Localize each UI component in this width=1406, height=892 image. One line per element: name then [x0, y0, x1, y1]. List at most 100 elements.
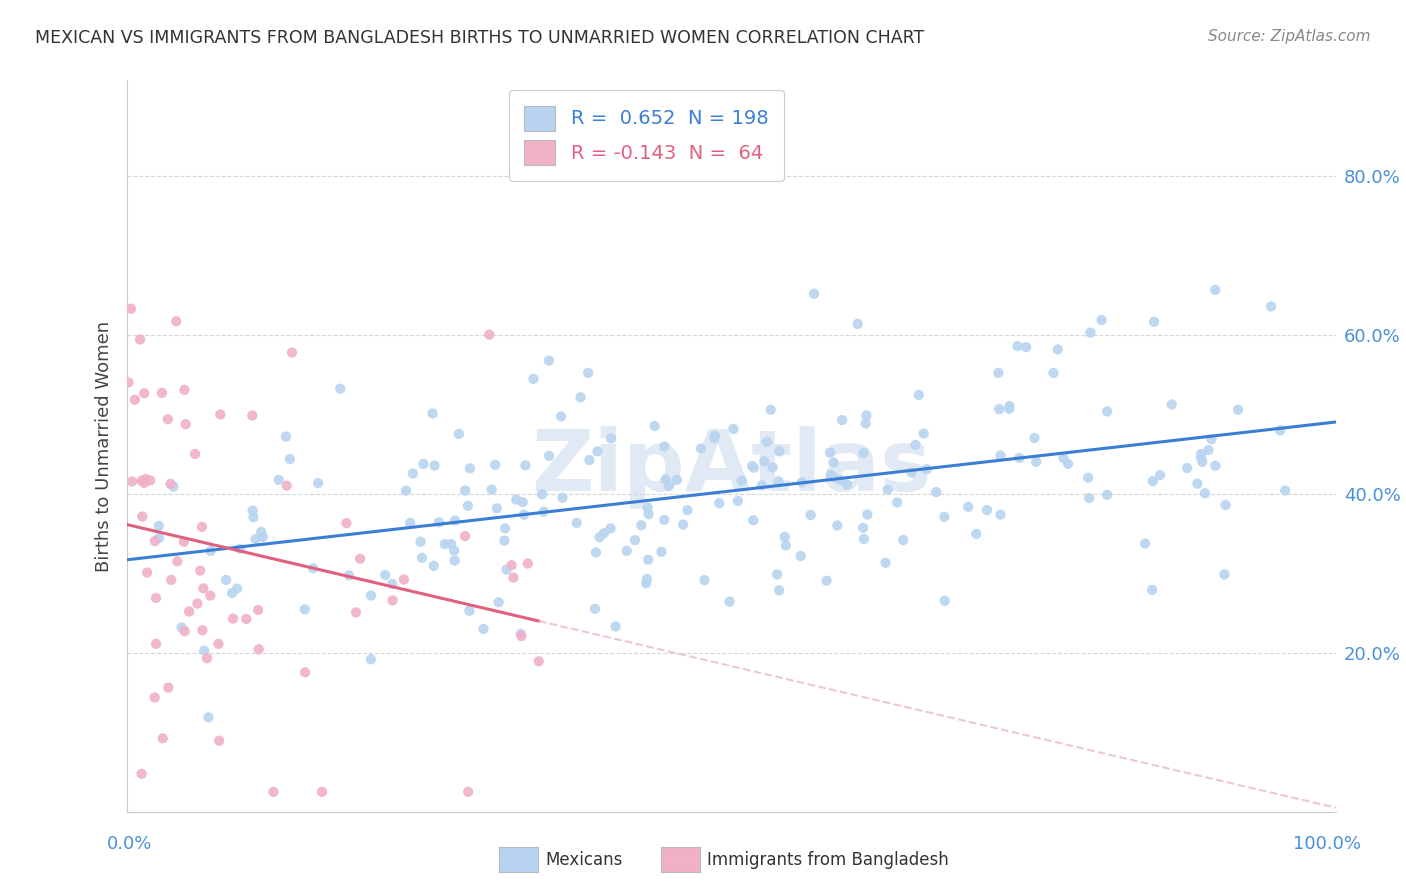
Point — [374, 568, 396, 582]
Point — [527, 654, 550, 668]
Point — [395, 483, 418, 498]
Point — [754, 454, 776, 468]
Point — [703, 431, 725, 445]
Point — [200, 589, 222, 603]
Point — [727, 494, 749, 508]
Point — [501, 558, 523, 573]
Point — [495, 563, 517, 577]
Point — [423, 458, 446, 473]
Point — [762, 460, 785, 475]
Point — [676, 503, 699, 517]
Point — [302, 561, 325, 575]
Point — [481, 483, 503, 497]
Point — [855, 409, 877, 423]
Point — [360, 652, 382, 666]
Point — [121, 475, 143, 489]
Point — [585, 545, 607, 559]
Point — [1201, 432, 1223, 446]
Text: Immigrants from Bangladesh: Immigrants from Bangladesh — [707, 851, 949, 869]
Point — [1046, 343, 1069, 357]
Point — [891, 533, 914, 547]
Point — [444, 514, 467, 528]
Point — [569, 390, 592, 404]
Point — [173, 383, 195, 397]
Point — [381, 577, 404, 591]
Point — [281, 345, 304, 359]
Point — [759, 402, 782, 417]
Point — [586, 444, 609, 458]
Point — [533, 505, 555, 519]
Point — [412, 457, 434, 471]
Point — [160, 573, 183, 587]
Point — [988, 402, 1011, 417]
Point — [1080, 326, 1102, 340]
Point — [1274, 483, 1296, 498]
Point — [145, 591, 167, 605]
Point — [335, 516, 357, 530]
Point — [599, 521, 621, 535]
Point — [1042, 366, 1064, 380]
Point — [998, 399, 1021, 413]
Point — [915, 462, 938, 476]
Point — [820, 467, 842, 482]
Point — [846, 317, 869, 331]
Point — [193, 643, 215, 657]
Point — [349, 551, 371, 566]
Point — [1142, 474, 1164, 488]
Point — [925, 485, 948, 500]
Point — [197, 710, 219, 724]
Point — [652, 513, 675, 527]
Point — [484, 458, 506, 472]
Point — [454, 529, 477, 543]
Point — [240, 409, 263, 423]
Point — [166, 554, 188, 568]
Point — [537, 449, 560, 463]
Text: Source: ZipAtlas.com: Source: ZipAtlas.com — [1208, 29, 1371, 44]
Point — [1215, 498, 1237, 512]
Y-axis label: Births to Unmarried Women: Births to Unmarried Women — [94, 320, 112, 572]
Point — [637, 552, 659, 566]
Point — [174, 417, 197, 431]
Point — [1015, 340, 1038, 354]
Point — [247, 603, 270, 617]
Point — [636, 572, 658, 586]
Point — [576, 366, 599, 380]
Point — [1189, 447, 1212, 461]
Point — [191, 520, 214, 534]
Point — [117, 376, 139, 390]
Point — [583, 602, 606, 616]
Point — [221, 586, 243, 600]
Point — [588, 530, 610, 544]
Point — [904, 438, 927, 452]
Point — [226, 582, 249, 596]
Point — [741, 458, 763, 473]
Point — [998, 401, 1021, 416]
Point — [447, 426, 470, 441]
Point — [252, 530, 274, 544]
Point — [235, 612, 257, 626]
Point — [222, 612, 245, 626]
Point — [1160, 397, 1182, 411]
Text: ZipAtlas: ZipAtlas — [531, 426, 931, 509]
Point — [516, 557, 538, 571]
Point — [855, 417, 877, 431]
Point — [505, 492, 527, 507]
Text: MEXICAN VS IMMIGRANTS FROM BANGLADESH BIRTHS TO UNMARRIED WOMEN CORRELATION CHAR: MEXICAN VS IMMIGRANTS FROM BANGLADESH BI… — [35, 29, 924, 46]
Point — [488, 595, 510, 609]
Point — [513, 508, 536, 522]
Point — [136, 566, 159, 580]
Point — [485, 501, 508, 516]
Point — [509, 627, 531, 641]
Point — [1057, 457, 1080, 471]
Point — [143, 534, 166, 549]
Point — [578, 453, 600, 467]
Point — [990, 449, 1012, 463]
Point — [427, 516, 450, 530]
Point — [245, 532, 267, 546]
Point — [1191, 455, 1213, 469]
Point — [790, 475, 813, 490]
Point — [360, 589, 382, 603]
Point — [134, 386, 156, 401]
Point — [1268, 423, 1291, 437]
Point — [170, 620, 193, 634]
